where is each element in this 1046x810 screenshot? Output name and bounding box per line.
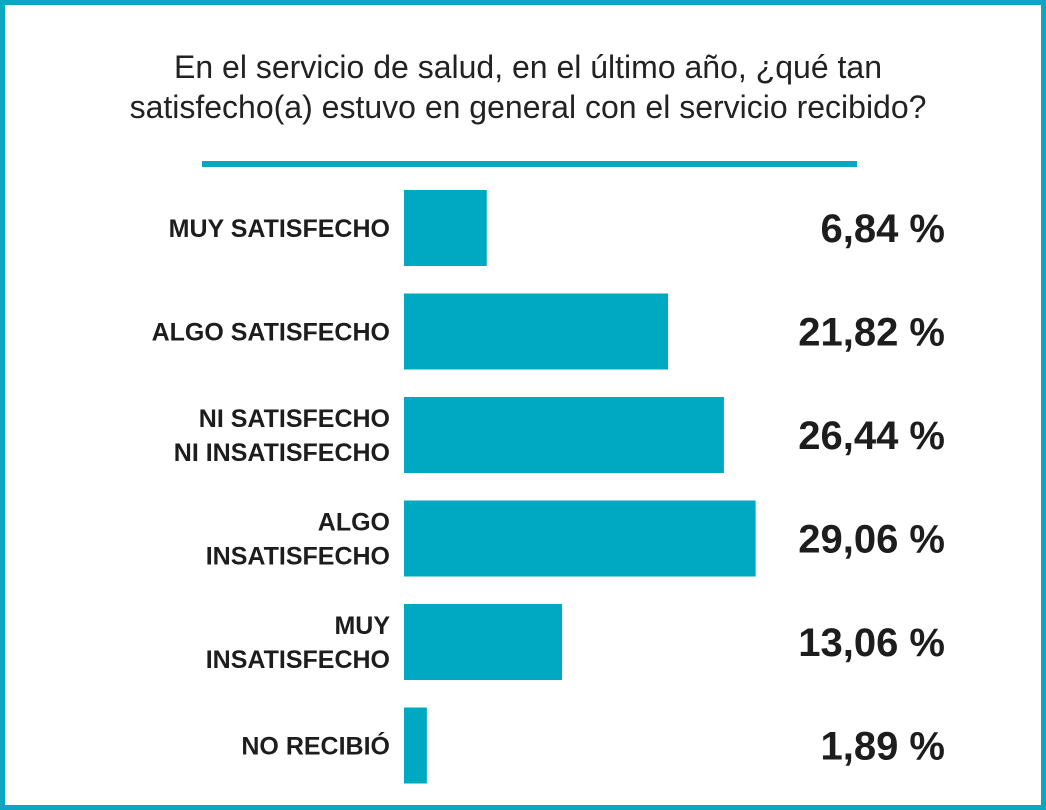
bar-0 xyxy=(404,190,487,266)
value-label-5: 1,89 % xyxy=(820,725,945,769)
category-label-2: NI SATISFECHO NI INSATISFECHO xyxy=(174,405,390,467)
category-label-3-line-0: ALGO xyxy=(318,509,390,537)
chart-title: En el servicio de salud, en el último añ… xyxy=(25,47,1031,127)
category-label-1-line-0: ALGO SATISFECHO xyxy=(152,319,390,347)
value-label-3: 29,06 % xyxy=(798,518,945,562)
category-label-5-line-0: NO RECIBIÓ xyxy=(241,731,390,761)
value-label-1: 21,82 % xyxy=(798,311,945,355)
bar-chart: MUY SATISFECHO 6,84 % ALGO SATISFECHO 21,82… xyxy=(152,190,945,784)
bar-5 xyxy=(404,707,427,784)
value-label-0: 6,84 % xyxy=(820,207,945,251)
category-label-3: ALGO INSATISFECHO xyxy=(206,509,390,571)
category-label-0-line-0: MUY SATISFECHO xyxy=(169,215,390,243)
category-label-1: ALGO SATISFECHO xyxy=(152,319,390,347)
category-label-2-line-1: NI INSATISFECHO xyxy=(174,439,390,467)
value-label-4: 13,06 % xyxy=(798,621,945,665)
category-label-5: NO RECIBIÓ xyxy=(241,731,390,761)
category-label-4-line-1: INSATISFECHO xyxy=(206,646,390,674)
chart-title-line-2: satisfecho(a) estuvo en general con el s… xyxy=(129,89,927,125)
category-label-0: MUY SATISFECHO xyxy=(169,215,390,243)
chart-title-line-1: En el servicio de salud, en el último añ… xyxy=(174,49,882,85)
bar-2 xyxy=(404,397,724,473)
bar-3 xyxy=(404,500,756,577)
category-label-4: MUY INSATISFECHO xyxy=(206,612,391,674)
value-label-2: 26,44 % xyxy=(798,414,945,458)
title-underline xyxy=(202,161,857,167)
bar-1 xyxy=(404,293,669,370)
bar-4 xyxy=(404,604,563,680)
category-label-2-line-0: NI SATISFECHO xyxy=(199,405,390,433)
category-label-4-line-0: MUY xyxy=(334,612,390,640)
category-label-3-line-1: INSATISFECHO xyxy=(206,543,390,571)
